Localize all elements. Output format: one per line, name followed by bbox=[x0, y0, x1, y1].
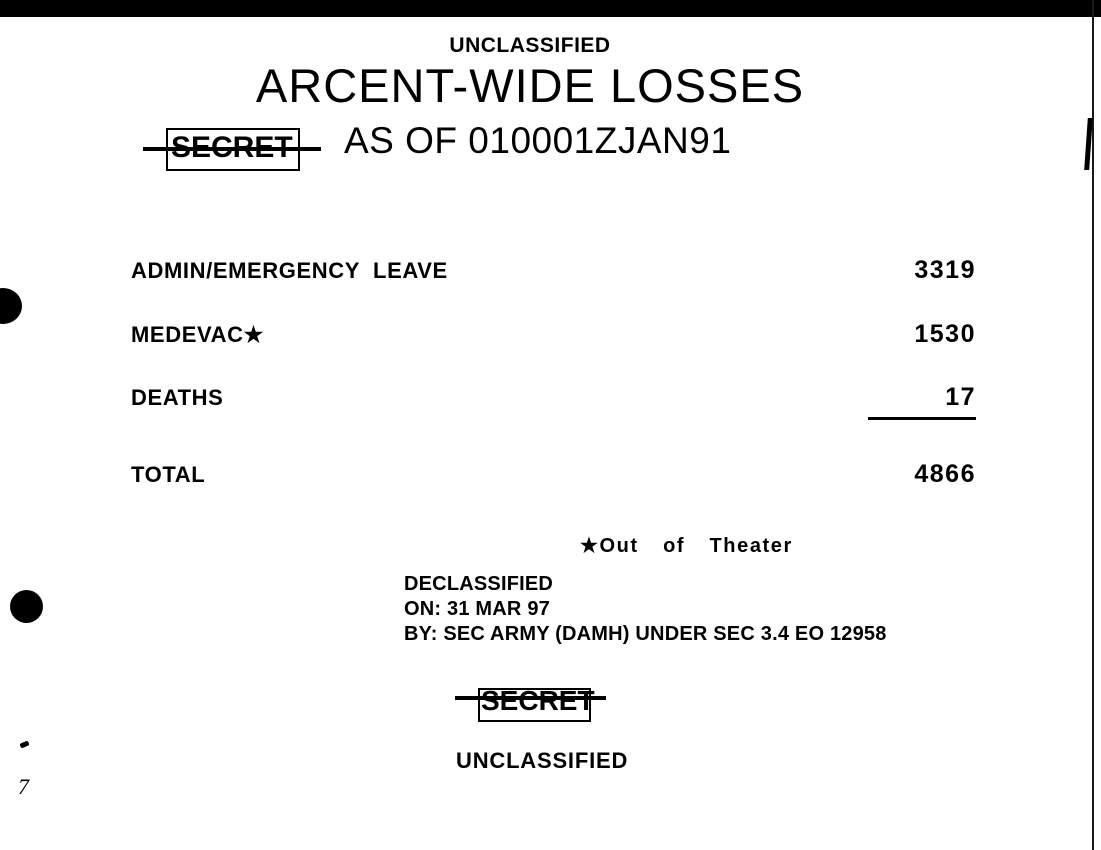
secret-stamp-strikethrough bbox=[143, 147, 321, 151]
table-row-total: TOTAL 4866 bbox=[131, 460, 976, 490]
table-row: MEDEVAC★ 1530 bbox=[131, 320, 976, 350]
binder-hole-lower-icon bbox=[10, 590, 43, 623]
row-label: TOTAL bbox=[131, 462, 206, 487]
row-value: 1530 bbox=[914, 320, 976, 348]
classification-footer-bottom: UNCLASSIFIED bbox=[456, 748, 629, 773]
footnote-out-of-theater: ★Out of Theater bbox=[580, 535, 793, 557]
sum-rule-divider bbox=[868, 417, 976, 420]
secret-stamp-strikethrough bbox=[455, 696, 606, 700]
row-label: ADMIN/EMERGENCY LEAVE bbox=[131, 258, 448, 283]
declass-line-status: DECLASSIFIED bbox=[404, 573, 554, 595]
row-label: DEATHS bbox=[131, 385, 224, 410]
as-of-line: AS OF 010001ZJAN91 bbox=[344, 120, 732, 161]
declassification-block: DECLASSIFIED ON: 31 MAR 97 BY: SEC ARMY … bbox=[404, 572, 887, 647]
row-value: 3319 bbox=[914, 256, 976, 284]
row-value: 17 bbox=[945, 383, 976, 411]
declass-line-date: ON: 31 MAR 97 bbox=[404, 598, 550, 620]
binder-hole-upper-icon bbox=[0, 288, 22, 324]
classification-header-top: UNCLASSIFIED bbox=[449, 34, 611, 57]
secret-stamp-box bbox=[478, 688, 591, 722]
row-value: 4866 bbox=[914, 460, 976, 488]
scan-mark-tick bbox=[19, 740, 30, 749]
row-label: MEDEVAC★ bbox=[131, 322, 264, 347]
secret-stamp-label: SECRET bbox=[481, 685, 595, 716]
table-row: ADMIN/EMERGENCY LEAVE 3319 bbox=[131, 256, 976, 286]
page-title: ARCENT-WIDE LOSSES bbox=[255, 59, 805, 112]
scan-right-edge-line bbox=[1092, 0, 1094, 850]
table-row: DEATHS 17 bbox=[131, 383, 976, 413]
scan-mark-squiggle: 7 bbox=[18, 774, 29, 799]
declass-line-authority: BY: SEC ARMY (DAMH) UNDER SEC 3.4 EO 129… bbox=[404, 623, 887, 645]
scan-top-black-bar bbox=[0, 0, 1101, 17]
